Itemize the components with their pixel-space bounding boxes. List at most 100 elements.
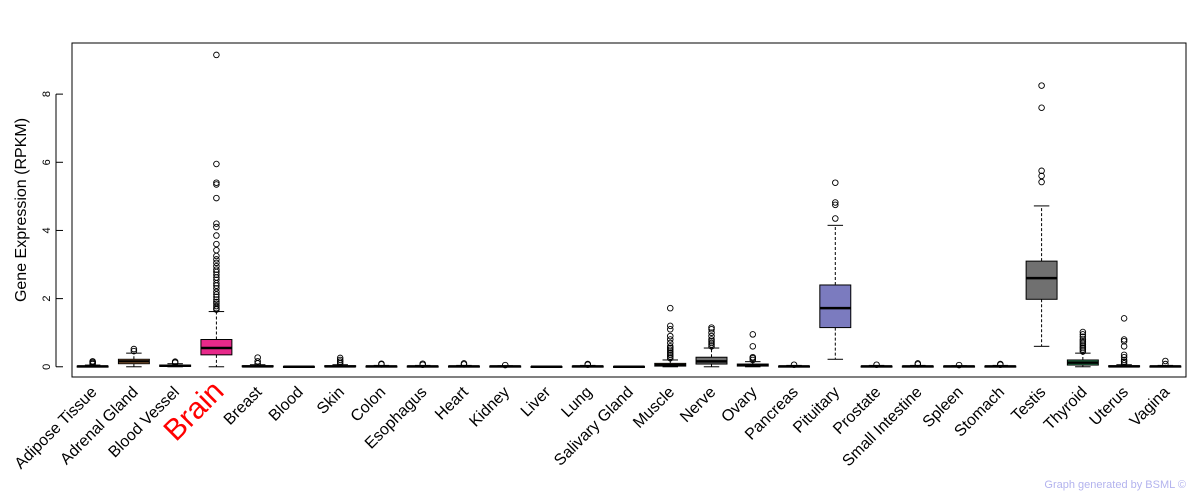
outlier-point bbox=[213, 259, 220, 267]
outlier-point bbox=[1162, 360, 1169, 368]
outlier-point bbox=[336, 358, 344, 365]
outlier-point bbox=[213, 271, 220, 279]
outlier-point bbox=[667, 355, 674, 362]
outlier-point bbox=[460, 360, 468, 367]
box-liver bbox=[530, 365, 563, 369]
outlier-point bbox=[213, 266, 220, 273]
outlier-point bbox=[130, 345, 138, 353]
outlier-point bbox=[667, 353, 674, 360]
box-esophagus bbox=[406, 360, 439, 368]
box-uterus bbox=[1108, 315, 1141, 368]
x-tick-label: Thyroid bbox=[1041, 384, 1091, 434]
outlier-point bbox=[213, 291, 220, 298]
outlier-point bbox=[213, 256, 220, 263]
box-salivary-gland bbox=[613, 365, 645, 369]
outlier-point bbox=[1120, 343, 1128, 350]
outlier-point bbox=[667, 322, 674, 330]
y-tick-label: 2 bbox=[41, 296, 53, 302]
outlier-point bbox=[832, 215, 839, 222]
outlier-point bbox=[213, 285, 220, 292]
outlier-point bbox=[1120, 358, 1128, 365]
x-tick-label: Lung bbox=[558, 384, 595, 421]
x-tick-label: Breast bbox=[221, 383, 266, 428]
outlier-point bbox=[1079, 336, 1087, 343]
plot-frame-group bbox=[71, 42, 1187, 378]
outlier-point bbox=[832, 199, 839, 206]
outlier-point bbox=[1162, 357, 1169, 365]
outlier-point bbox=[1120, 351, 1128, 359]
box-testis bbox=[1025, 82, 1058, 347]
outlier-point bbox=[584, 360, 591, 368]
outlier-point bbox=[1079, 328, 1087, 336]
outlier-point bbox=[419, 360, 426, 367]
box-small-intestine bbox=[901, 360, 934, 368]
outlier-point bbox=[1120, 360, 1128, 367]
outlier-point bbox=[667, 346, 674, 353]
outlier-point bbox=[832, 179, 839, 186]
outlier-point bbox=[1079, 348, 1087, 355]
y-tick-label: 0 bbox=[41, 364, 53, 370]
box-kidney bbox=[489, 361, 522, 369]
outlier-point bbox=[213, 194, 220, 202]
box-thyroid bbox=[1066, 328, 1099, 368]
outlier-point bbox=[667, 336, 674, 343]
outlier-point bbox=[790, 361, 798, 368]
outlier-point bbox=[1079, 344, 1087, 352]
outlier-point bbox=[213, 232, 220, 239]
box-pancreas bbox=[778, 361, 811, 368]
box-skin bbox=[324, 354, 357, 368]
outlier-point bbox=[749, 343, 757, 350]
box-adipose-tissue bbox=[76, 358, 109, 368]
outlier-point bbox=[213, 296, 220, 303]
outlier-point bbox=[1038, 178, 1045, 186]
x-tick-label: Blood bbox=[266, 384, 307, 425]
outlier-point bbox=[213, 304, 220, 312]
outlier-point bbox=[213, 246, 220, 254]
x-tick-label: Nerve bbox=[677, 384, 719, 426]
outlier-point bbox=[213, 51, 220, 59]
box-adrenal-gland bbox=[117, 345, 150, 368]
x-tick-label: Skin bbox=[314, 384, 348, 418]
outlier-point bbox=[254, 358, 261, 365]
outlier-point bbox=[1079, 337, 1087, 345]
plot-frame bbox=[71, 42, 1187, 378]
outlier-point bbox=[213, 252, 220, 260]
outlier-point bbox=[501, 361, 509, 369]
outlier-point bbox=[213, 160, 220, 168]
outlier-point bbox=[1079, 343, 1087, 350]
outlier-point bbox=[873, 361, 880, 368]
outlier-point bbox=[89, 358, 96, 365]
outlier-point bbox=[832, 201, 839, 209]
outlier-point bbox=[1038, 167, 1045, 175]
outlier-point bbox=[213, 298, 220, 306]
outlier-point bbox=[1038, 82, 1045, 89]
box-body bbox=[1025, 260, 1058, 300]
box-muscle bbox=[654, 304, 687, 368]
box-body bbox=[819, 284, 852, 329]
outlier-point bbox=[1120, 336, 1128, 343]
outlier-point bbox=[708, 343, 715, 350]
box-stomach bbox=[984, 360, 1017, 368]
outlier-point bbox=[1038, 172, 1045, 180]
outlier-point bbox=[1079, 333, 1087, 341]
y-axis: 0 2 4 6 8 bbox=[41, 91, 63, 370]
outlier-point bbox=[213, 181, 220, 188]
outlier-point bbox=[1079, 341, 1087, 348]
box-blood-vessel bbox=[159, 358, 192, 368]
outlier-point bbox=[1120, 337, 1128, 345]
box-nerve bbox=[695, 324, 728, 368]
outlier-point bbox=[171, 358, 179, 365]
outlier-point bbox=[213, 240, 220, 248]
y-tick-label: 6 bbox=[41, 159, 53, 165]
box-prostate bbox=[860, 361, 893, 368]
outlier-point bbox=[708, 324, 715, 331]
box-heart bbox=[447, 360, 480, 368]
outlier-point bbox=[1079, 331, 1087, 338]
y-axis-title: Gene Expression (RPKM) bbox=[13, 118, 30, 302]
x-tick-label: Uterus bbox=[1087, 384, 1132, 429]
outlier-point bbox=[1120, 315, 1128, 322]
outlier-point bbox=[914, 360, 922, 367]
box-breast bbox=[241, 354, 274, 368]
outlier-point bbox=[708, 341, 715, 348]
y-tick-label: 4 bbox=[41, 227, 53, 233]
